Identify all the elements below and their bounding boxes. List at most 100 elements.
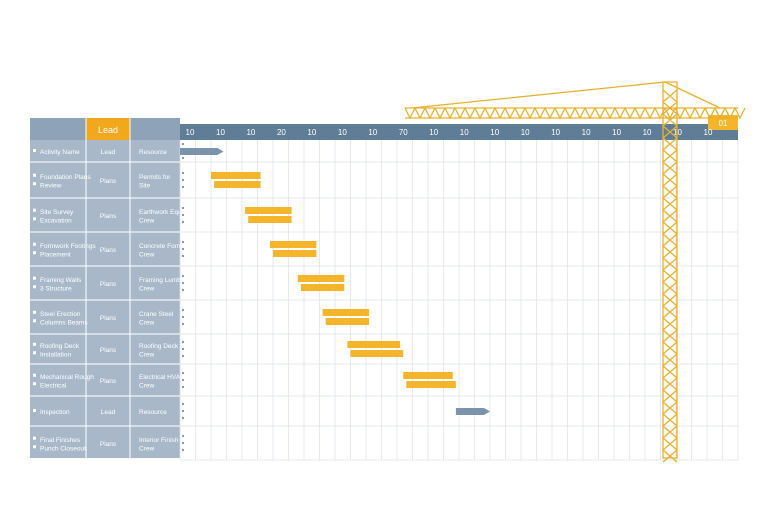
crane-tie-rod	[411, 81, 666, 109]
row-bullet-icon	[33, 149, 36, 152]
end-marker-label: 01	[719, 119, 728, 128]
label-panel-background	[30, 118, 180, 458]
task-bar	[211, 172, 261, 179]
grid-dot	[182, 372, 184, 374]
timeline-tick-label: 10	[368, 128, 377, 137]
row-bullet-icon	[33, 409, 36, 412]
timeline-header-bar	[180, 124, 738, 140]
row-bullet-icon	[33, 173, 36, 177]
task-lead-label: Plans	[100, 441, 117, 448]
grid-dot	[182, 275, 184, 277]
task-bar	[248, 216, 292, 223]
task-name-label: Final Finishes Punch Closeout	[40, 437, 86, 453]
grid-dot	[182, 255, 184, 257]
row-bullet-icon	[33, 251, 36, 255]
task-bar	[325, 318, 370, 325]
milestone-bar	[455, 408, 490, 415]
grid-dot	[182, 323, 184, 325]
grid-dot	[182, 221, 184, 223]
crane-jib-lattice	[404, 107, 746, 120]
task-bar	[350, 350, 404, 357]
grid-dot	[182, 241, 184, 243]
task-resource-label: Framing Lumber Crew	[139, 277, 188, 293]
crane-mast-lattice	[662, 89, 678, 463]
timeline-tick-label: 10	[490, 128, 499, 137]
task-name-label: Steel Erection Columns Beams	[40, 311, 88, 327]
task-name-label: Framing Walls 3 Structure	[40, 277, 82, 293]
row-bullet-icon	[33, 208, 36, 212]
task-name-label: Inspection	[40, 409, 70, 416]
grid-dot	[182, 442, 184, 444]
grid-dot	[182, 282, 184, 284]
task-name-label: Formwork Footings Placement	[40, 243, 96, 259]
task-lead-label: Plans	[100, 213, 117, 220]
task-resource-label: Crane Steel Crew	[139, 311, 174, 327]
task-bar	[347, 341, 401, 348]
timeline-tick-label: 10	[582, 128, 591, 137]
grid-dot	[182, 355, 184, 357]
grid-dot	[182, 449, 184, 451]
timeline-tick-label: 10	[612, 128, 621, 137]
grid-dot	[182, 186, 184, 188]
grid-dot	[182, 143, 184, 145]
row-bullet-icon	[33, 285, 36, 289]
task-bar	[273, 250, 317, 257]
task-name-label: Activity Name	[40, 149, 80, 156]
grid-dot	[182, 207, 184, 209]
row-bullet-icon	[33, 373, 36, 377]
row-bullet-icon	[33, 242, 36, 246]
timeline-tick-label: 10	[643, 128, 652, 137]
grid-dot	[182, 417, 184, 419]
timeline-tick-label: 10	[521, 128, 530, 137]
timeline-tick-label: 10	[704, 128, 713, 137]
task-resource-label: Concrete Forms Crew	[139, 243, 186, 259]
timeline-tick-label: 10	[338, 128, 347, 137]
row-bullet-icon	[33, 217, 36, 221]
task-bar	[322, 309, 370, 316]
row-bullet-icon	[33, 310, 36, 314]
timeline-tick-label: 10	[307, 128, 316, 137]
timeline-tick-label: 70	[399, 128, 408, 137]
task-lead-label: Plans	[100, 178, 117, 185]
grid-dot	[182, 309, 184, 311]
milestone-bar	[180, 148, 224, 155]
task-lead-label: Lead	[101, 409, 116, 416]
row-bullet-icon	[33, 276, 36, 280]
task-resource-label: Resource	[139, 149, 167, 156]
task-resource-label: Permits for Site	[139, 174, 171, 190]
end-marker-box	[708, 115, 738, 130]
task-lead-label: Plans	[100, 247, 117, 254]
tower-crane-illustration	[404, 81, 746, 463]
grid-dot	[182, 214, 184, 216]
task-bar	[297, 275, 345, 282]
grid-dot	[182, 316, 184, 318]
task-bar	[214, 181, 261, 188]
row-bullet-icon	[33, 342, 36, 346]
grid-dot	[182, 435, 184, 437]
grid-dot	[182, 410, 184, 412]
grid-dot	[182, 379, 184, 381]
timeline-tick-label: 10	[216, 128, 225, 137]
task-name-label: Site Survey Excavation	[40, 209, 74, 225]
task-bar	[406, 381, 456, 388]
task-resource-label: Roofing Deck Crew	[139, 343, 179, 359]
crane-tie-rod	[664, 81, 721, 109]
row-bullet-icon	[33, 436, 36, 440]
timeline-tick-label: 10	[673, 128, 682, 137]
task-resource-label: Interior Finish Crew	[139, 437, 179, 453]
task-bar	[245, 207, 292, 214]
grid-dot	[182, 403, 184, 405]
grid-dot	[182, 386, 184, 388]
grid-dot	[182, 172, 184, 174]
header-highlight-cell	[86, 118, 130, 140]
row-bullet-icon	[33, 445, 36, 449]
task-bar	[269, 241, 317, 248]
task-lead-label: Plans	[100, 281, 117, 288]
timeline-tick-label: 10	[429, 128, 438, 137]
grid-dot	[182, 341, 184, 343]
task-lead-label: Plans	[100, 315, 117, 322]
row-bullet-icon	[33, 351, 36, 355]
task-lead-label: Lead	[101, 149, 116, 156]
task-name-label: Roofing Deck Installation	[40, 343, 80, 359]
